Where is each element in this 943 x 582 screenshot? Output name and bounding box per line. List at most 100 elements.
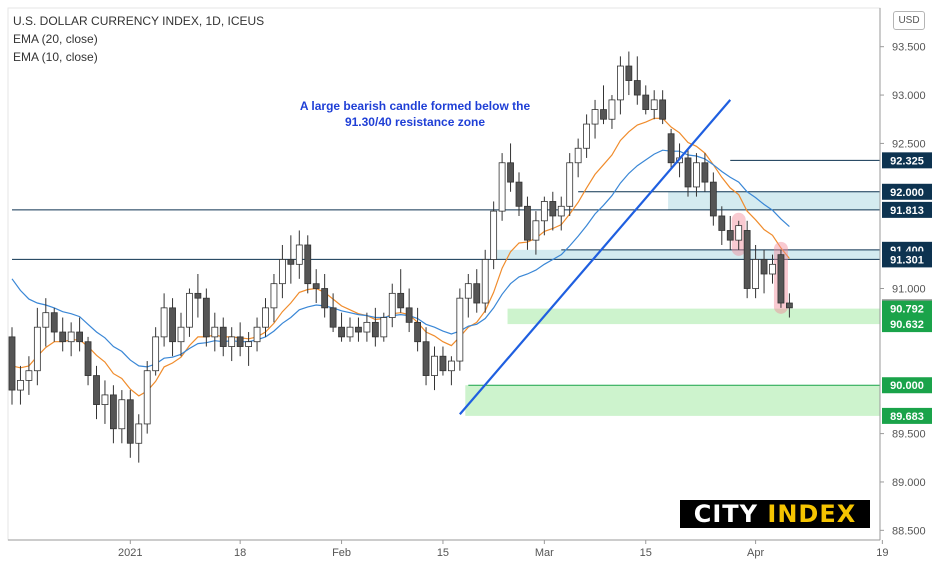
candle-body [490, 210, 498, 260]
ema-line [11, 149, 790, 368]
city-index-logo: CITY INDEX [680, 500, 870, 528]
candle-body [667, 133, 675, 164]
candle-body [262, 307, 269, 328]
candle-body [760, 259, 768, 275]
candle-body [431, 355, 438, 376]
y-tick-label: 92.500 [892, 138, 926, 150]
level-label-box [882, 152, 932, 169]
legend-ema20: EMA (20, close) [13, 32, 98, 46]
candle-body [752, 259, 759, 289]
candle-body [17, 379, 24, 391]
candle-body [338, 326, 345, 338]
zone-blue [490, 249, 880, 260]
candle-body [312, 283, 320, 289]
candle-body [507, 162, 514, 183]
x-tick-label: 2021 [118, 547, 142, 559]
y-tick-label: 88.500 [892, 525, 926, 537]
candle-body [388, 292, 396, 318]
candle-body [84, 341, 92, 376]
candle-body [25, 370, 33, 381]
candle-body [186, 292, 193, 328]
zone-blue [668, 191, 880, 210]
level-label-text: 92.000 [890, 187, 924, 199]
candle-body [177, 326, 185, 343]
y-tick-label: 89.500 [892, 429, 926, 441]
candle-body [574, 147, 582, 164]
candle-body [363, 321, 371, 333]
candle-body [287, 259, 295, 265]
trendline-layer [459, 99, 732, 415]
legend-ema10: EMA (10, close) [13, 50, 98, 64]
logo-part-1: CITY [693, 500, 759, 528]
annotation-text: A large bearish candle formed below the … [240, 98, 590, 130]
candle-body [650, 99, 658, 110]
candle-body [498, 162, 506, 212]
candle-body [464, 283, 472, 299]
candle-body [329, 307, 337, 328]
candle-body [709, 181, 717, 217]
level-label-box [882, 201, 932, 218]
candle-body [110, 394, 117, 430]
candles-layer [8, 51, 793, 463]
level-label-box [882, 377, 932, 394]
candle-body [743, 230, 751, 289]
logo-part-2: INDEX [767, 500, 857, 528]
candle-body [304, 244, 312, 285]
candle-body [583, 123, 590, 149]
candle-body [549, 201, 557, 217]
candle-body [693, 162, 700, 188]
candle-body [93, 375, 100, 405]
level-label-text: 91.301 [890, 254, 924, 266]
x-tick-label: Apr [747, 547, 764, 559]
candle-body [194, 292, 202, 299]
candle-body [236, 336, 244, 347]
candle-body [169, 307, 176, 343]
candle-body [600, 109, 607, 120]
candle-body [211, 326, 219, 338]
candle-body [591, 109, 599, 125]
x-tick-label: 18 [234, 547, 246, 559]
level-label-box [882, 316, 932, 333]
candle-body [617, 65, 624, 101]
candle-body [642, 94, 650, 110]
candle-body [473, 283, 481, 304]
candle-body [701, 162, 709, 183]
candle-body [76, 331, 83, 343]
candle-body [439, 355, 447, 372]
level-label-box [882, 251, 932, 268]
candle-body [735, 225, 743, 241]
candle-body [219, 326, 227, 347]
candle-body [295, 244, 303, 265]
y-tick-label: 93.000 [892, 90, 926, 102]
currency-badge[interactable]: USD [893, 11, 925, 30]
y-tick-label: 91.000 [892, 284, 926, 296]
level-label-text: 91.813 [890, 205, 924, 217]
candle-body [101, 394, 109, 405]
candle-body [33, 326, 41, 372]
candle-body [726, 230, 734, 241]
candle-body [524, 205, 531, 241]
candle-body [447, 360, 455, 372]
candle-body [118, 399, 126, 430]
zone-green [465, 385, 880, 416]
candle-body [769, 263, 776, 275]
level-labels-layer: 92.32592.00091.81391.40091.30190.80790.7… [882, 152, 932, 424]
candle-body [557, 205, 565, 217]
candle-body [346, 326, 354, 338]
x-tick-label: 15 [437, 547, 449, 559]
candle-body [566, 162, 574, 207]
candle-body [456, 297, 464, 362]
candle-body [625, 65, 633, 81]
zone-green [507, 308, 880, 325]
candle-body [405, 307, 413, 323]
level-label-text: 92.325 [890, 155, 924, 167]
trendline [459, 99, 732, 415]
candle-body [786, 302, 793, 309]
candle-body [67, 331, 75, 343]
candle-body [481, 259, 489, 304]
candle-body [50, 312, 58, 333]
candle-body [202, 297, 210, 338]
candle-body [270, 283, 278, 309]
